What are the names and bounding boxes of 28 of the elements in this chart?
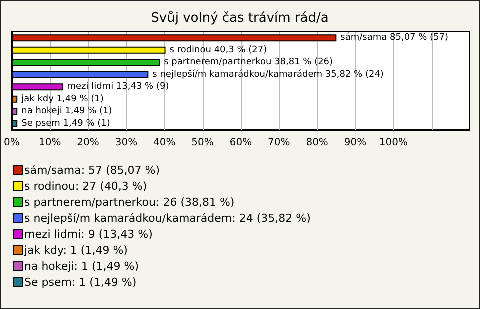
x-tick-label: 80% [306, 138, 328, 148]
data-label: sám/sama 85,07 % (57) [340, 32, 449, 44]
data-label: jak kdy 1,49 % (1) [20, 94, 104, 104]
data-label: na hokeji 1,49 % (1) [22, 106, 112, 117]
x-tick-label: 60% [230, 138, 252, 148]
x-tick-label: 0% [4, 138, 20, 148]
legend-label: jak kdy: 1 (1,49 %) [24, 244, 128, 257]
x-tick-label: 40% [154, 138, 176, 148]
data-label: mezi lidmi 13,43 % (9) [67, 82, 170, 92]
legend-label: Se psem: 1 (1,49 %) [24, 276, 137, 289]
x-tick-label: 70% [268, 138, 290, 148]
legend-label: s nejlepší/m kamarádkou/kamarádem: 24 (35,82 %) [24, 212, 311, 225]
data-label: Se psem 1,49 % (1) [22, 118, 110, 129]
legend-label: s rodinou: 27 (40,3 %) [24, 180, 148, 193]
chart-title: Svůj volný čas trávím rád/a [151, 10, 329, 26]
legend-label: mezi lidmi: 9 (13,43 %) [24, 228, 153, 241]
data-label: s rodinou 40,3 % (27) [170, 45, 268, 56]
legend-label: sám/sama: 57 (85,07 %) [24, 164, 160, 177]
x-tick-label: 100% [379, 138, 408, 148]
x-tick-label: 30% [115, 138, 138, 148]
legend-label: s partnerem/partnerkou: 26 (38,81 %) [24, 196, 235, 209]
x-tick-label: 20% [77, 138, 100, 148]
x-tick-label: 50% [192, 138, 214, 148]
x-tick-label: 10% [38, 138, 62, 148]
x-tick-label: 90% [344, 138, 367, 148]
data-label: s partnerem/partnerkou 38,81 % (26) [164, 58, 334, 68]
legend-label: na hokeji: 1 (1,49 %) [24, 260, 139, 273]
data-label: s nejlepší/m kamarádkou/kamarádem 35,82 % (24) [152, 68, 384, 80]
